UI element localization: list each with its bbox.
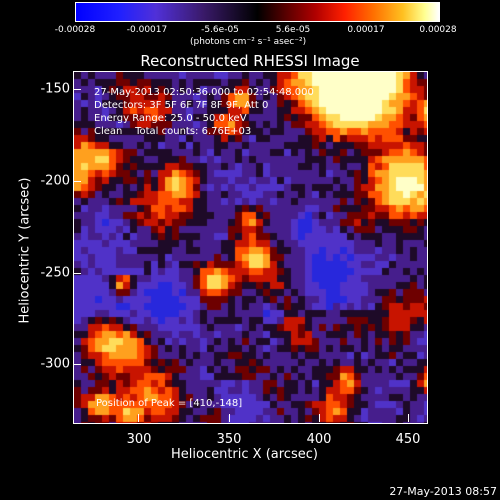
y-axis-label: Heliocentric Y (arcsec) — [17, 177, 33, 324]
energy-annotation: Energy Range: 25.0 - 50.0 keV — [94, 113, 247, 124]
detectors-annotation: Detectors: 3F 5F 6F 7F 8F 9F, Att 0 — [94, 100, 269, 111]
colorbar-tick: 5.6e-05 — [275, 25, 311, 35]
colorbar-tick: -5.6e-05 — [201, 25, 239, 35]
y-tick-mark — [73, 181, 81, 182]
heatmap-image — [74, 72, 427, 423]
x-tick-mark — [319, 414, 320, 422]
colorbar-units: (photons cm⁻² s⁻¹ asec⁻²) — [190, 37, 307, 47]
y-tick-mark — [73, 364, 81, 365]
y-tick-label: -200 — [40, 173, 70, 189]
y-tick-label: -150 — [40, 81, 70, 97]
peak-position-annotation: Position of Peak = [410,-148] — [96, 398, 243, 409]
colorbar-tick: 0.00017 — [347, 25, 385, 35]
x-tick-label: 400 — [306, 432, 332, 447]
x-axis-label: Heliocentric X (arcsec) — [171, 447, 318, 462]
x-tick-mark — [408, 414, 409, 422]
clean-annotation: Clean Total counts: 6.76E+03 — [94, 126, 252, 137]
colorbar — [75, 2, 440, 22]
x-tick-label: 450 — [395, 432, 421, 447]
x-tick-label: 350 — [216, 432, 242, 447]
colorbar-tick: 0.00028 — [419, 25, 457, 35]
render-timestamp: 27-May-2013 08:57 — [389, 485, 497, 498]
y-tick-mark — [73, 89, 81, 90]
time-range-annotation: 27-May-2013 02:50:36.000 to 02:54:48.000 — [94, 87, 314, 98]
rhessi-image-plot: 27-May-2013 02:50:36.000 to 02:54:48.000… — [73, 71, 428, 424]
colorbar-tick: -0.00017 — [126, 25, 168, 35]
x-tick-mark — [138, 414, 139, 422]
y-tick-label: -300 — [40, 356, 70, 372]
y-tick-label: -250 — [40, 265, 70, 281]
x-tick-mark — [229, 414, 230, 422]
y-tick-mark — [73, 273, 81, 274]
colorbar-tick: -0.00028 — [54, 25, 96, 35]
image-title: Reconstructed RHESSI Image — [140, 52, 360, 70]
x-tick-label: 300 — [126, 432, 152, 447]
